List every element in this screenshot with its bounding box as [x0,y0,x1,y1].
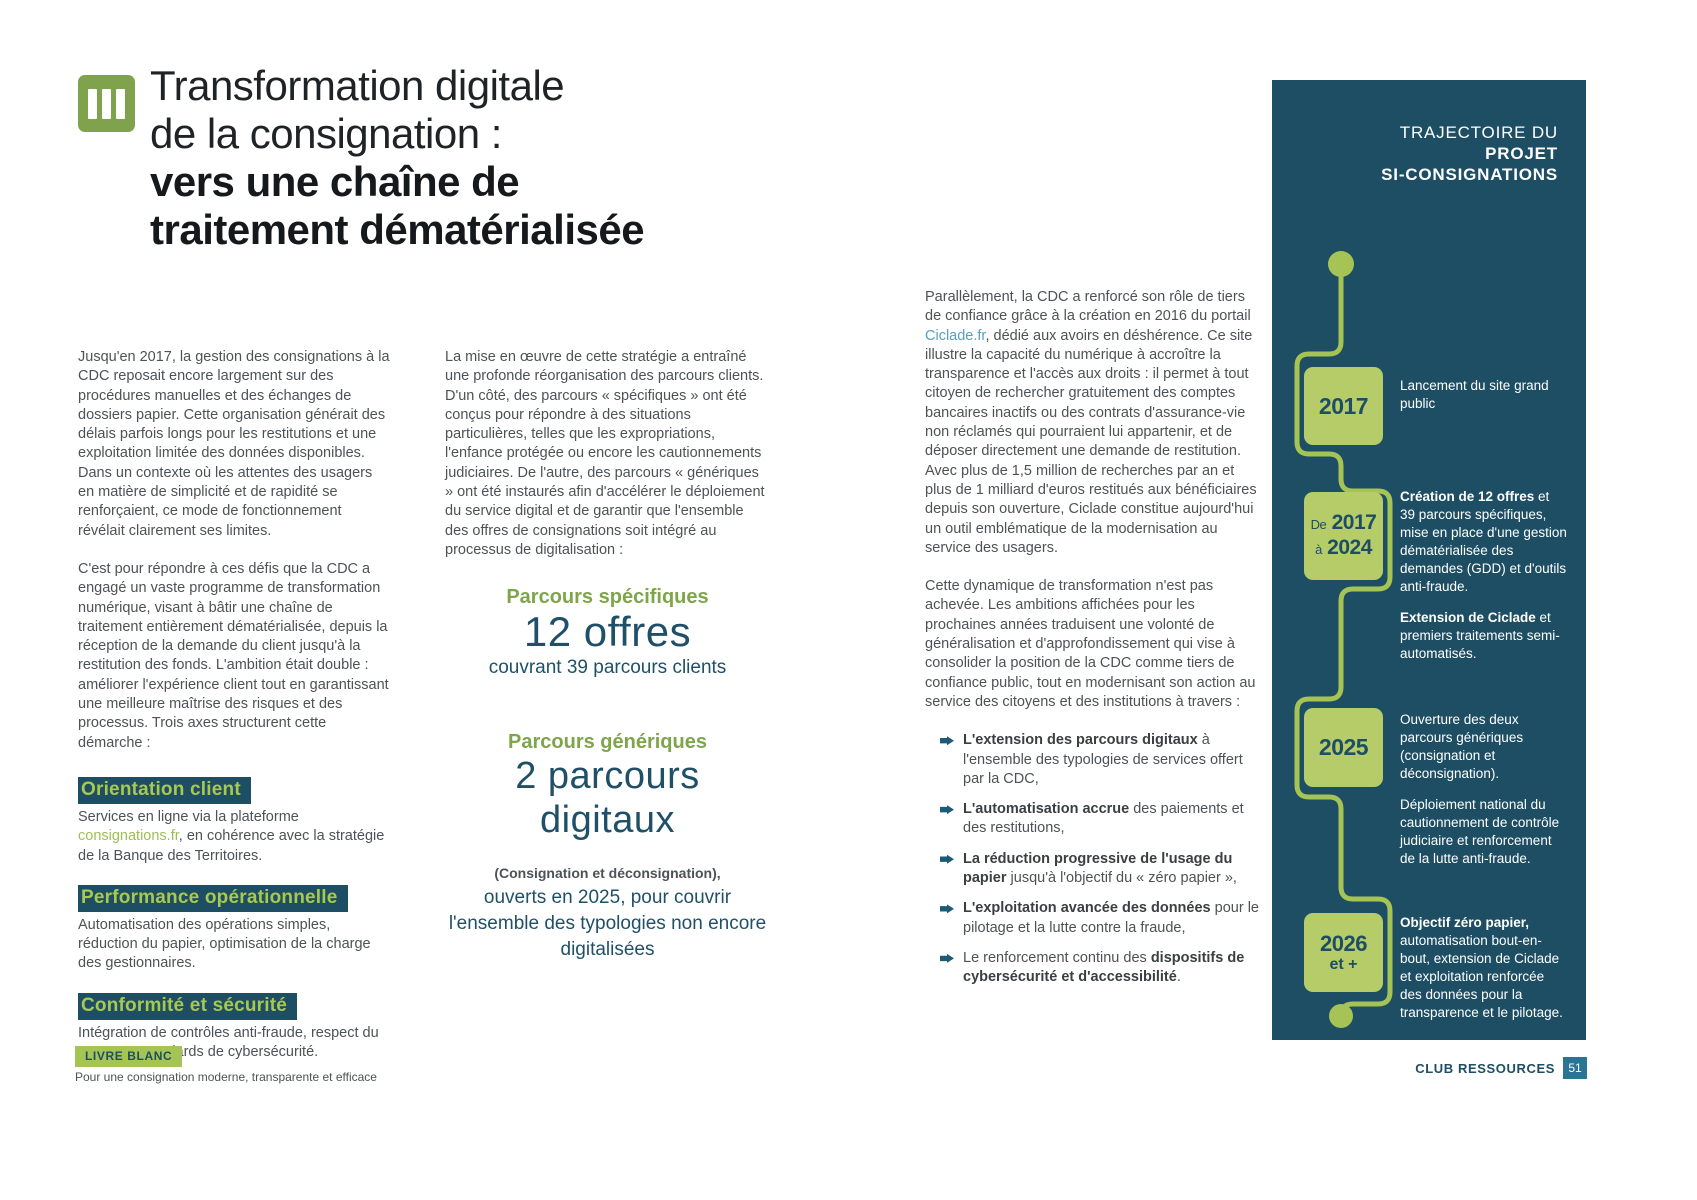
footer-tagline: Pour une consignation moderne, transpare… [75,1070,377,1084]
axis-text: Services en ligne via la plateforme [78,808,299,825]
generic-big-line: digitaux [540,799,675,842]
generic-note: (Consignation et déconsignation), [494,865,721,882]
generic-subtext: ouverts en 2025, pour couvrir l'ensemble… [448,887,767,961]
paragraph: Jusqu'en 2017, la gestion des consignati… [78,349,390,539]
section-number-icon [78,75,135,132]
highlight-heading: Performance opérationnelle [78,884,348,912]
year-prefix: De [1310,517,1327,532]
milestone-year-2025: 2025 [1304,708,1383,787]
milestone-year-2017-2024: De 2017 à 2024 [1304,492,1383,580]
milestone-text: et premiers traitements semi-automatisés… [1400,610,1560,661]
year-suffix: et + [1329,955,1358,973]
ciclade-link[interactable]: Ciclade.fr [925,327,986,344]
bullet-text: . [1176,969,1181,986]
page-number: 51 [1563,1057,1587,1079]
generic-big-number: 2 parcours digitaux [445,754,770,842]
arrow-bullet-icon [940,904,954,914]
column-2: La mise en œuvre de cette stratégie a en… [445,348,770,963]
milestone-bold-text: Création de 12 offres [1400,489,1535,504]
specific-big-number: 12 offres [523,607,692,655]
timeline-title-line: SI-CONSIGNATIONS [1381,165,1558,184]
arrow-bullet-icon [940,953,954,963]
bullet-bold-text: La réduction progressive de l'usage du p… [963,850,1233,887]
timeline-title: TRAJECTOIRE DU PROJET SI-CONSIGNATIONS [1381,122,1558,185]
milestone-year-2026: 2026 et + [1304,913,1383,992]
milestone-text: Lancement du site grand public [1400,378,1549,411]
title-line: vers une chaîne de [150,158,520,205]
milestone-label: Lancement du site grand public [1400,377,1568,426]
bullet-text: Le renforcement continu des [963,949,1151,966]
bar-icon [116,88,125,119]
bullet-text: à l'ensemble des typologies de services … [963,732,1243,787]
bullet-bold-text: L'automatisation accrue [963,801,1130,818]
timeline-title-line: PROJET [1485,144,1558,163]
title-line: de la consignation : [150,110,502,157]
specific-subtext: couvrant 39 parcours clients [488,656,727,678]
bullet-bold-text: L'exploitation avancée des données [963,900,1211,917]
year-label: 2026 [1320,930,1367,956]
year-label: 2017 [1331,511,1377,534]
year-label: 2024 [1327,536,1372,559]
timeline-title-line: TRAJECTOIRE DU [1399,123,1558,142]
column-1: Jusqu'en 2017, la gestion des consignati… [78,348,390,1076]
list-item: Le renforcement continu des dispositifs … [925,949,1259,988]
consignations-link[interactable]: consignations.fr [78,828,179,845]
bullet-bold-text: dispositifs de cybersécurité et d'access… [963,949,1245,986]
year-prefix: à [1315,542,1322,557]
list-item: L'automatisation accrue des paiements et… [925,800,1259,839]
highlight-heading: Orientation client [78,776,251,804]
bullet-list: L'extension des parcours digitaux à l'en… [925,731,1259,987]
timeline-panel: TRAJECTOIRE DU PROJET SI-CONSIGNATIONS 2… [1272,80,1586,1040]
paragraph-text: Parallèlement, la CDC a renforcé son rôl… [925,289,1251,325]
axis-orientation-client: Orientation client Services en ligne via… [78,772,390,866]
bullet-bold-text: L'extension des parcours digitaux [963,732,1198,749]
club-ressources-label: CLUB RESSOURCES [1415,1061,1555,1076]
bar-icon [88,88,97,119]
year-label: 2025 [1318,734,1369,760]
paragraph: Cette dynamique de transformation n'est … [925,578,1256,710]
generic-big-line: 2 parcours [515,755,700,798]
column-3: Parallèlement, la CDC a renforcé son rôl… [925,288,1259,999]
title-line: traitement dématérialisée [150,206,645,253]
milestone-bold-text: Objectif zéro papier, [1400,915,1530,930]
arrow-bullet-icon [940,736,954,746]
timeline-line [1294,251,1393,1028]
milestone-text: Ouverture des deux parcours génériques (… [1400,712,1524,781]
axis-performance: Performance opérationnelle Automatisatio… [78,880,390,974]
milestone-text: et 39 parcours spécifiques, mise en plac… [1400,489,1567,594]
parcours-specifiques-label: Parcours spécifiques [506,586,709,609]
title-line: Transformation digitale [150,62,565,109]
year-label: 2017 [1318,392,1369,419]
bullet-text: des paiements et des restitutions, [963,801,1244,837]
bullet-text: jusqu'à l'objectif du « zéro papier », [1006,870,1237,887]
bar-icon [102,88,111,119]
paragraph-text: , dédié aux avoirs en déshérence. Ce sit… [925,327,1257,556]
milestone-year-2017: 2017 [1304,367,1383,445]
paragraph: Parallèlement, la CDC a renforcé son rôl… [925,288,1259,558]
list-item: La réduction progressive de l'usage du p… [925,850,1259,889]
axis-body: Services en ligne via la plateforme cons… [78,808,390,866]
paragraph: C'est pour répondre à ces défis que la C… [78,560,389,751]
list-item: L'exploitation avancée des données pour … [925,899,1259,938]
milestone-label: Création de 12 offres et 39 parcours spé… [1400,488,1568,676]
bullet-text: pour le pilotage et la lutte contre la f… [963,900,1259,936]
list-item: L'extension des parcours digitaux à l'en… [925,731,1259,789]
milestone-text: Déploiement national du cautionnement de… [1400,797,1560,866]
axis-body: Automatisation des opérations simples, r… [78,916,371,972]
page-title: Transformation digitale de la consignati… [150,62,645,254]
parcours-generiques-label: Parcours génériques [508,730,707,753]
livre-blanc-badge: LIVRE BLANC [75,1046,183,1067]
milestone-text: automatisation bout-en-bout, extension d… [1400,933,1563,1020]
milestone-label: Objectif zéro papier, automatisation bou… [1400,914,1568,1035]
highlight-heading: Conformité et sécurité [78,992,298,1020]
milestone-bold-text: Extension de Ciclade [1400,610,1536,625]
milestone-label: Ouverture des deux parcours génériques (… [1400,711,1568,881]
arrow-bullet-icon [940,805,954,815]
axis-text: , en cohérence avec la stratégie de la B… [78,828,385,864]
paragraph: La mise en œuvre de cette stratégie a en… [445,349,765,558]
arrow-bullet-icon [940,854,954,864]
